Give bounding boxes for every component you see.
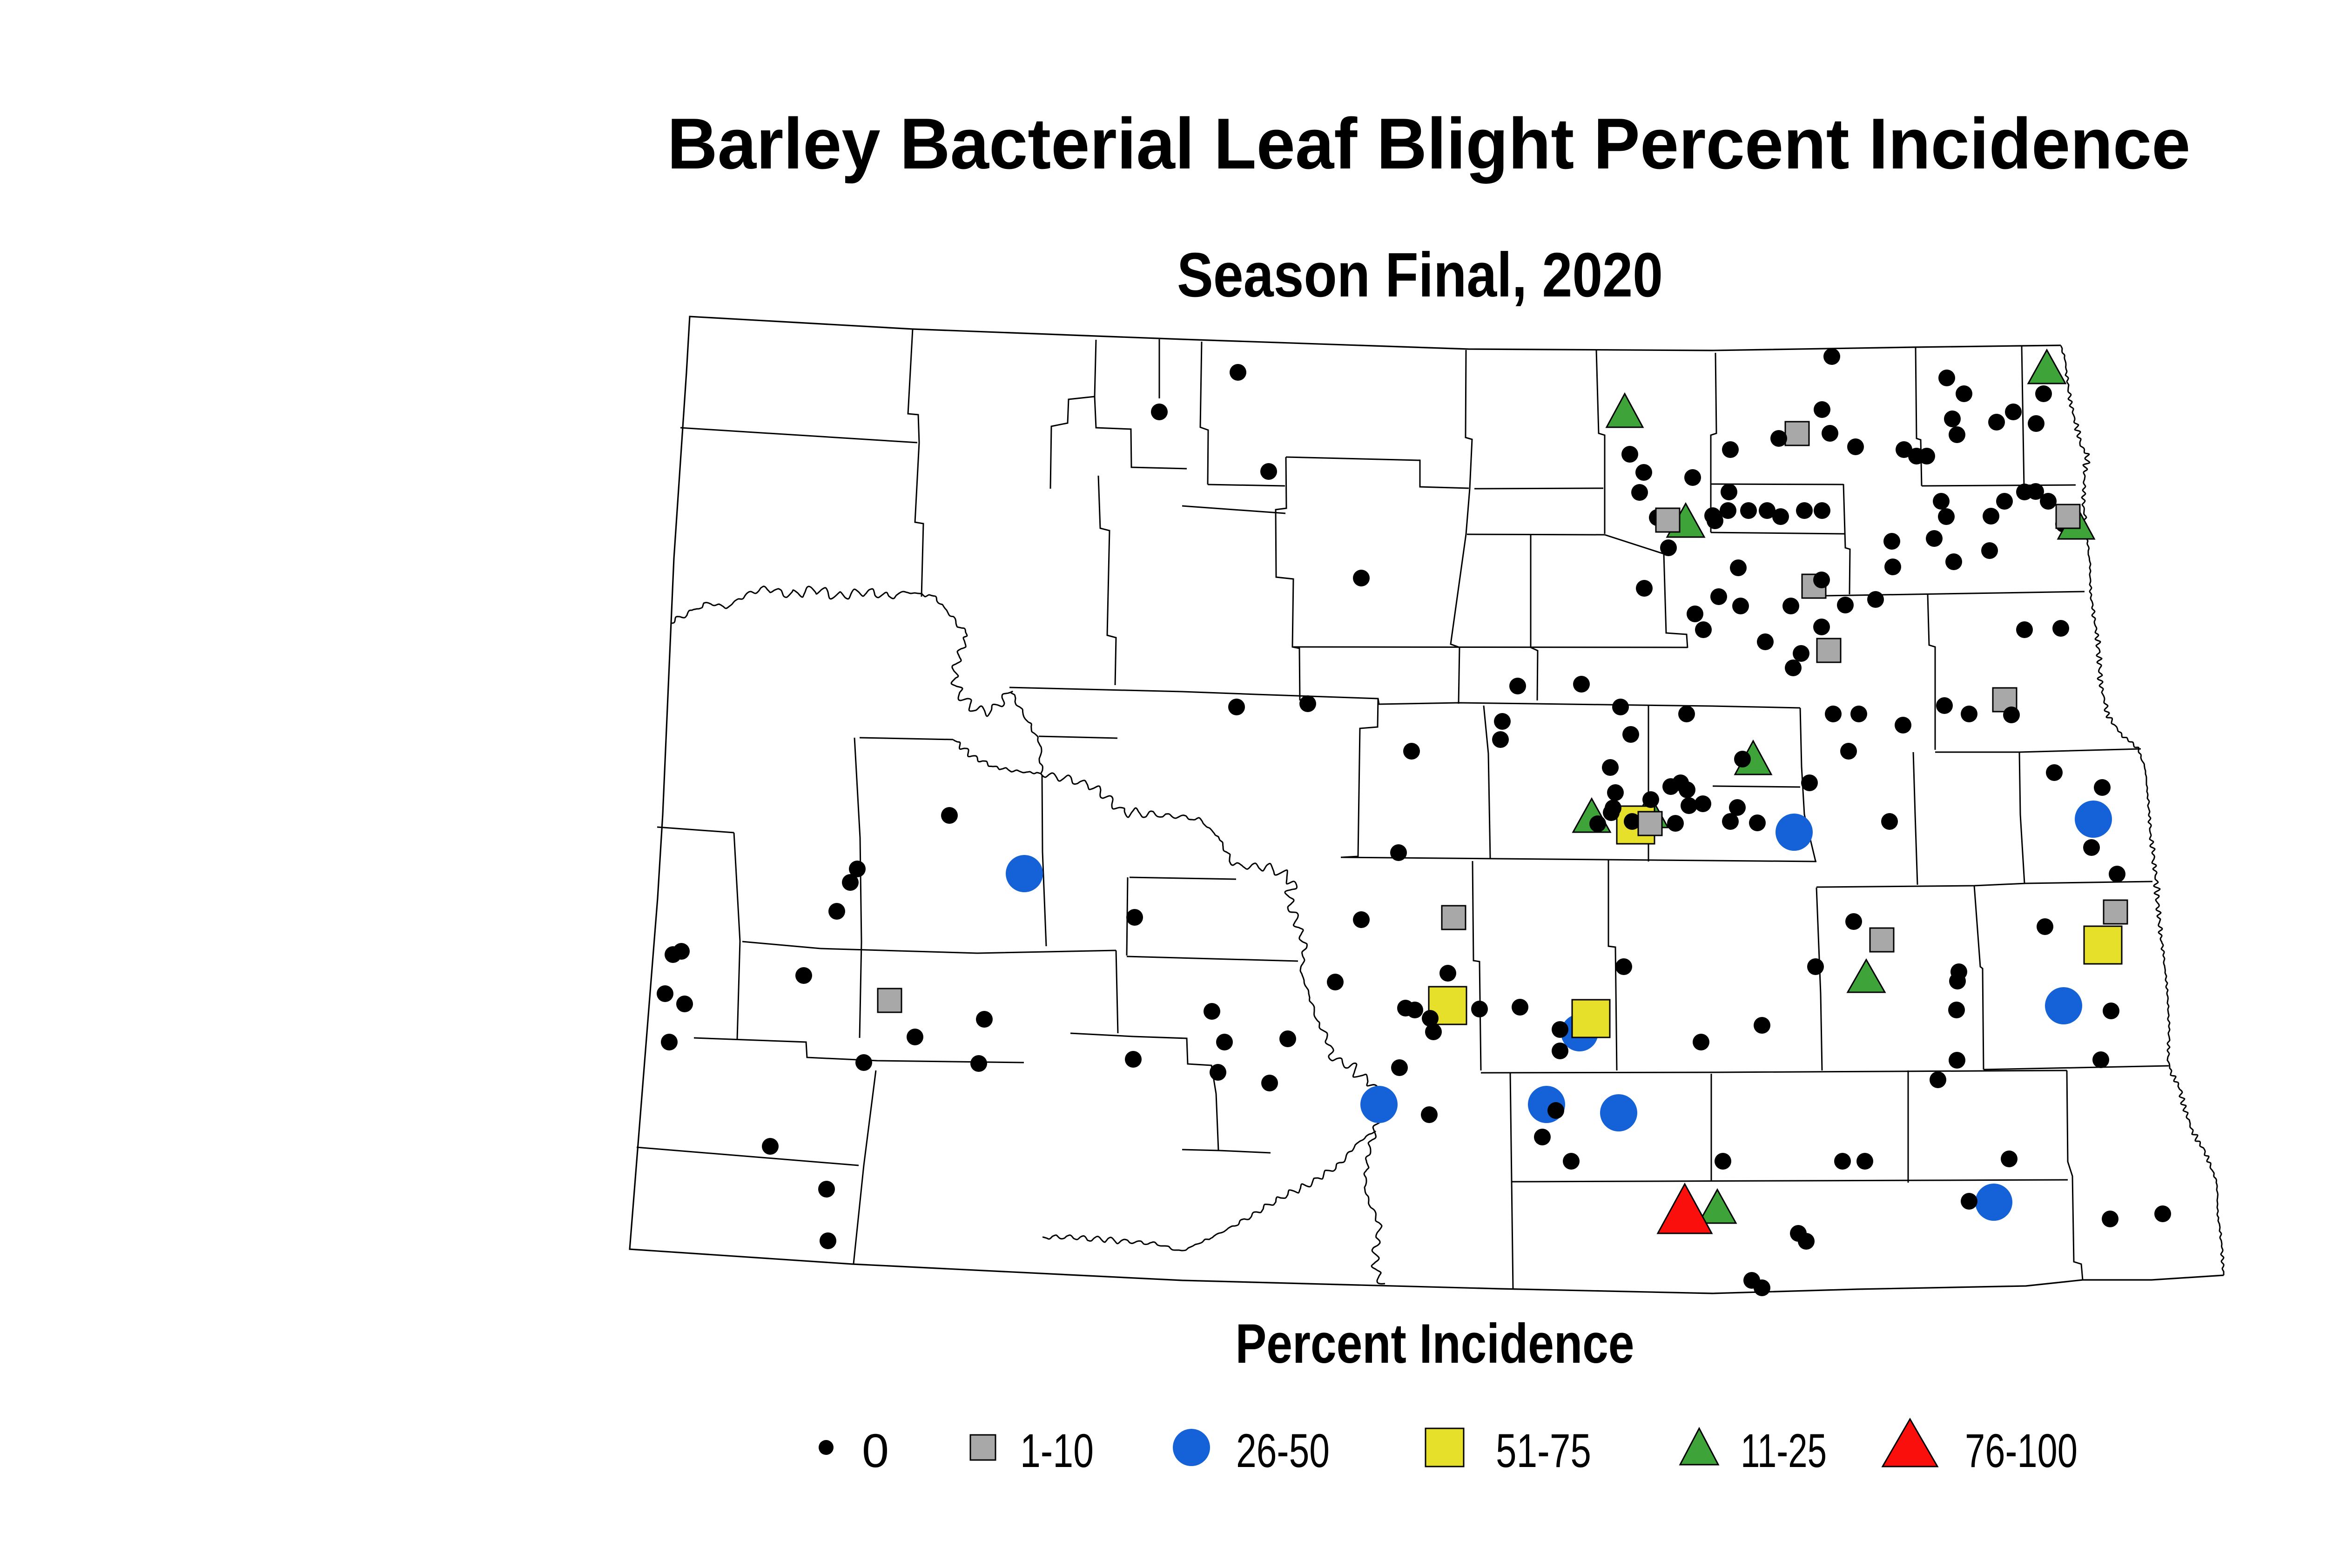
svg-text:0: 0 bbox=[862, 1424, 889, 1477]
svg-text:Barley Bacterial Leaf Blight P: Barley Bacterial Leaf Blight Percent Inc… bbox=[667, 103, 2191, 184]
svg-text:51-75: 51-75 bbox=[1496, 1424, 1591, 1477]
svg-text:76-100: 76-100 bbox=[1965, 1424, 2078, 1477]
svg-text:26-50: 26-50 bbox=[1236, 1424, 1330, 1477]
svg-text:Season Final, 2020: Season Final, 2020 bbox=[1177, 240, 1663, 310]
svg-text:Percent Incidence: Percent Incidence bbox=[1236, 1312, 1634, 1375]
svg-text:1-10: 1-10 bbox=[1020, 1424, 1094, 1477]
svg-text:11-25: 11-25 bbox=[1741, 1424, 1827, 1477]
